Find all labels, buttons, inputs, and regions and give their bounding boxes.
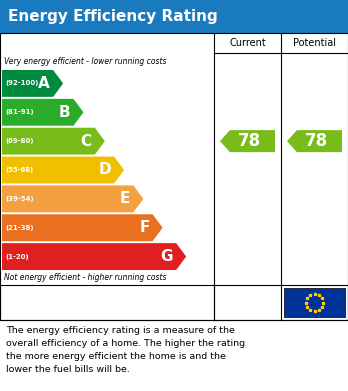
Text: Very energy efficient - lower running costs: Very energy efficient - lower running co… bbox=[4, 57, 166, 66]
Text: (1-20): (1-20) bbox=[5, 254, 29, 260]
Text: G: G bbox=[161, 249, 173, 264]
Text: A: A bbox=[38, 76, 50, 91]
Polygon shape bbox=[2, 99, 84, 126]
Polygon shape bbox=[2, 243, 186, 270]
Bar bbox=[0, 33, 348, 320]
Text: (21-38): (21-38) bbox=[5, 225, 33, 231]
Polygon shape bbox=[2, 185, 143, 212]
Text: E: E bbox=[120, 191, 130, 206]
Text: EU Directive: EU Directive bbox=[222, 293, 278, 302]
Bar bbox=[284, 288, 345, 317]
Text: B: B bbox=[59, 105, 70, 120]
Text: C: C bbox=[81, 134, 92, 149]
Polygon shape bbox=[2, 70, 63, 97]
Text: (92-100): (92-100) bbox=[5, 81, 38, 86]
Text: F: F bbox=[139, 220, 150, 235]
Text: Not energy efficient - higher running costs: Not energy efficient - higher running co… bbox=[4, 273, 166, 282]
Text: (69-80): (69-80) bbox=[5, 138, 33, 144]
Bar bbox=[0, 285, 348, 320]
Polygon shape bbox=[220, 130, 275, 152]
Text: England & Wales: England & Wales bbox=[6, 294, 176, 312]
Polygon shape bbox=[287, 130, 342, 152]
Text: 2002/91/EC: 2002/91/EC bbox=[222, 304, 274, 313]
Polygon shape bbox=[2, 214, 163, 241]
Polygon shape bbox=[2, 156, 124, 183]
Text: The energy efficiency rating is a measure of the
overall efficiency of a home. T: The energy efficiency rating is a measur… bbox=[6, 326, 245, 373]
Text: Potential: Potential bbox=[293, 38, 336, 48]
Text: (55-68): (55-68) bbox=[5, 167, 33, 173]
Text: (81-91): (81-91) bbox=[5, 109, 34, 115]
Bar bbox=[0, 0, 348, 33]
Text: Energy Efficiency Rating: Energy Efficiency Rating bbox=[8, 9, 218, 24]
Text: 78: 78 bbox=[305, 132, 328, 150]
Polygon shape bbox=[2, 128, 105, 154]
Text: Current: Current bbox=[229, 38, 266, 48]
Text: 78: 78 bbox=[238, 132, 261, 150]
Text: (39-54): (39-54) bbox=[5, 196, 34, 202]
Text: D: D bbox=[98, 163, 111, 178]
